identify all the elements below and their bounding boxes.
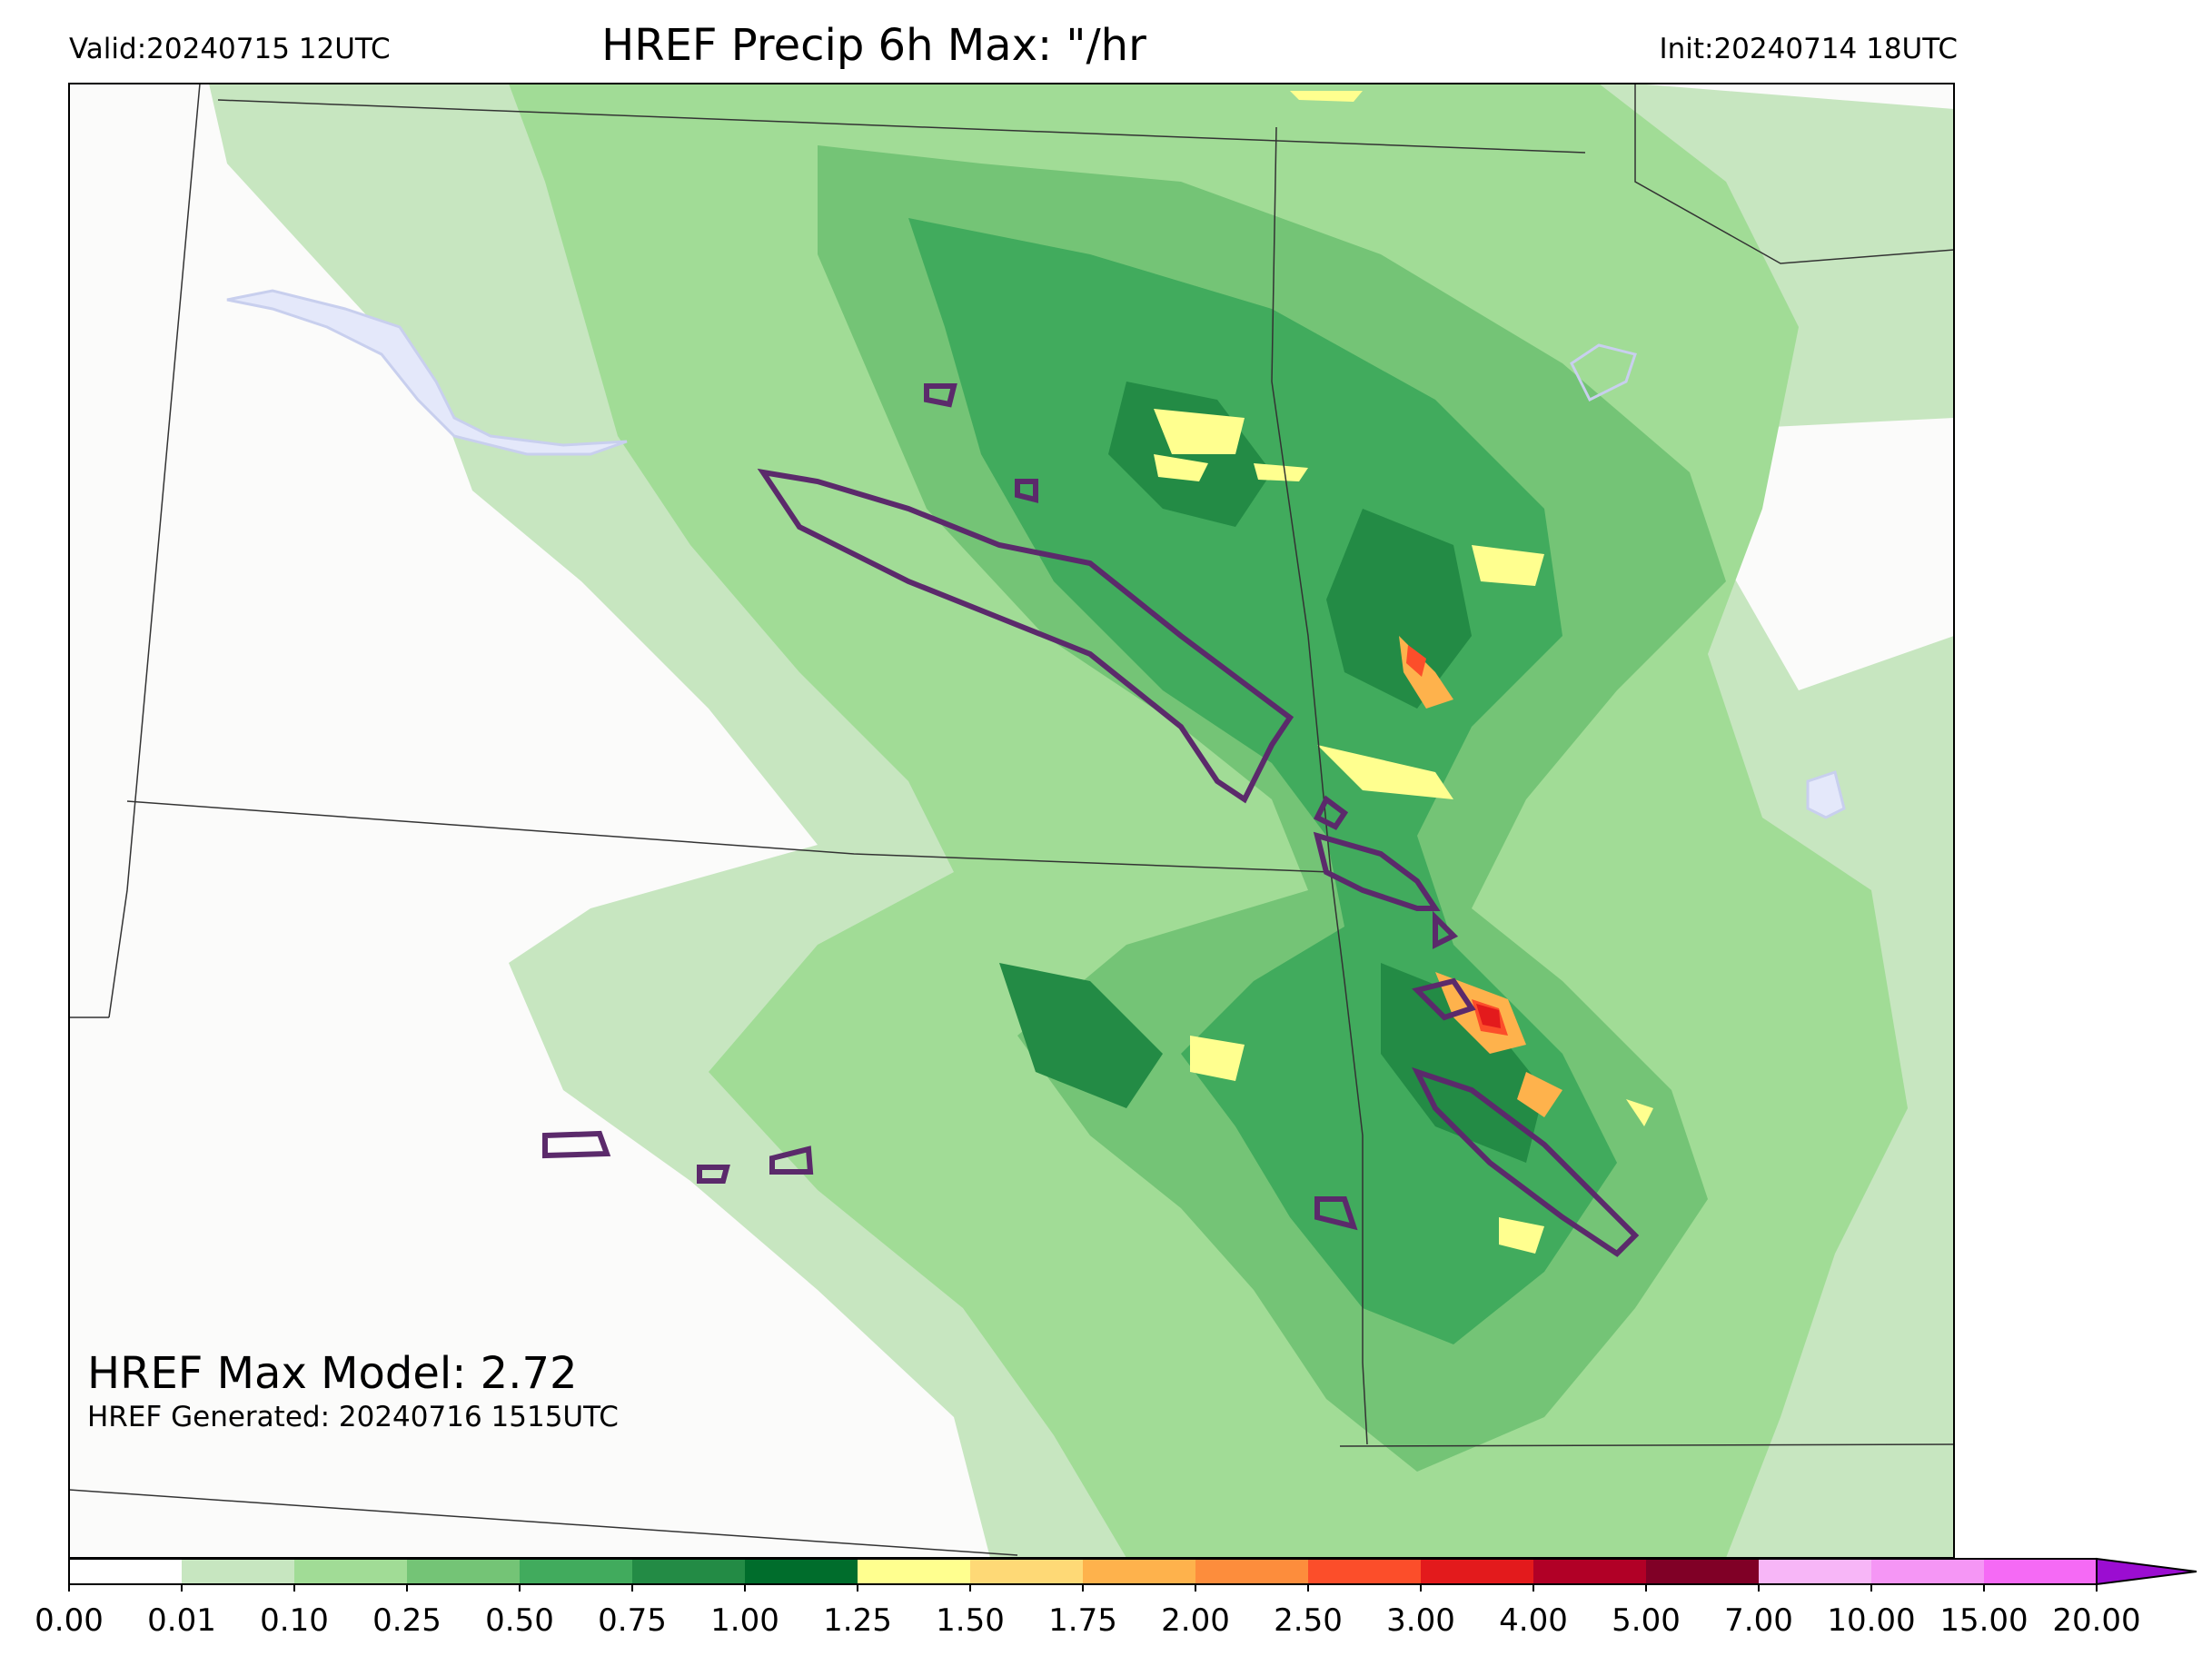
- colorbar: [68, 1557, 2197, 1592]
- colorbar-segment: [1759, 1559, 1871, 1584]
- precip-band-250: [1476, 1004, 1501, 1028]
- colorbar-segment: [858, 1559, 970, 1584]
- colorbar-segment: [1083, 1559, 1195, 1584]
- colorbar-tick-label: 3.00: [1386, 1602, 1455, 1639]
- generated-annotation: HREF Generated: 20240716 1515UTC: [87, 1401, 619, 1433]
- prob-contours: [542, 383, 1640, 1257]
- colorbar-tick-label: 5.00: [1612, 1602, 1681, 1639]
- colorbar-segment: [69, 1559, 182, 1584]
- colorbar-tick-label: 7.00: [1724, 1602, 1793, 1639]
- colorbar-tick-label: 20.00: [2052, 1602, 2141, 1639]
- colorbar-segment: [1646, 1559, 1759, 1584]
- map-title: HREF Precip 6h Max: "/hr: [601, 20, 1146, 71]
- colorbar-tick-label: 2.50: [1274, 1602, 1343, 1639]
- colorbar-tick-label: 10.00: [1827, 1602, 1916, 1639]
- colorbar-tick-label: 0.75: [598, 1602, 667, 1639]
- valid-time: Valid:20240715 12UTC: [69, 33, 391, 65]
- water-body: [226, 289, 628, 456]
- colorbar-tick-label: 0.25: [372, 1602, 441, 1639]
- colorbar-segment: [745, 1559, 858, 1584]
- precip-band-100: [1154, 409, 1245, 454]
- colorbar-extend-arrow: [2096, 1557, 2197, 1586]
- colorbar-segment: [632, 1559, 745, 1584]
- colorbar-tick-label: 15.00: [1939, 1602, 2028, 1639]
- colorbar-tick-label: 0.01: [147, 1602, 216, 1639]
- colorbar-segment: [1533, 1559, 1646, 1584]
- colorbar-segment: [970, 1559, 1083, 1584]
- colorbar-tick-label: 1.00: [710, 1602, 779, 1639]
- colorbar-segment: [1195, 1559, 1308, 1584]
- colorbar-segment: [1308, 1559, 1421, 1584]
- colorbar-tick-label: 2.00: [1161, 1602, 1230, 1639]
- state-borders: [69, 84, 1954, 1556]
- colorbar-segment: [1421, 1559, 1533, 1584]
- colorbar-tick-label: 1.50: [936, 1602, 1005, 1639]
- colorbar-tick-label: 4.00: [1499, 1602, 1568, 1639]
- colorbar-segment: [182, 1559, 294, 1584]
- colorbar-tick-label: 1.75: [1048, 1602, 1117, 1639]
- colorbar-tick-label: 1.25: [823, 1602, 892, 1639]
- colorbar-tick-label: 0.50: [485, 1602, 554, 1639]
- max-model-annotation: HREF Max Model: 2.72: [87, 1348, 578, 1399]
- init-time: Init:20240714 18UTC: [1659, 33, 1958, 65]
- colorbar-tick-label: 0.10: [260, 1602, 329, 1639]
- colorbar-segment: [1871, 1559, 1984, 1584]
- colorbar-segment: [407, 1559, 520, 1584]
- colorbar-tick-label: 0.00: [35, 1602, 104, 1639]
- colorbar-segment: [1984, 1559, 2097, 1584]
- colorbar-segment: [520, 1559, 632, 1584]
- colorbar-segment: [294, 1559, 407, 1584]
